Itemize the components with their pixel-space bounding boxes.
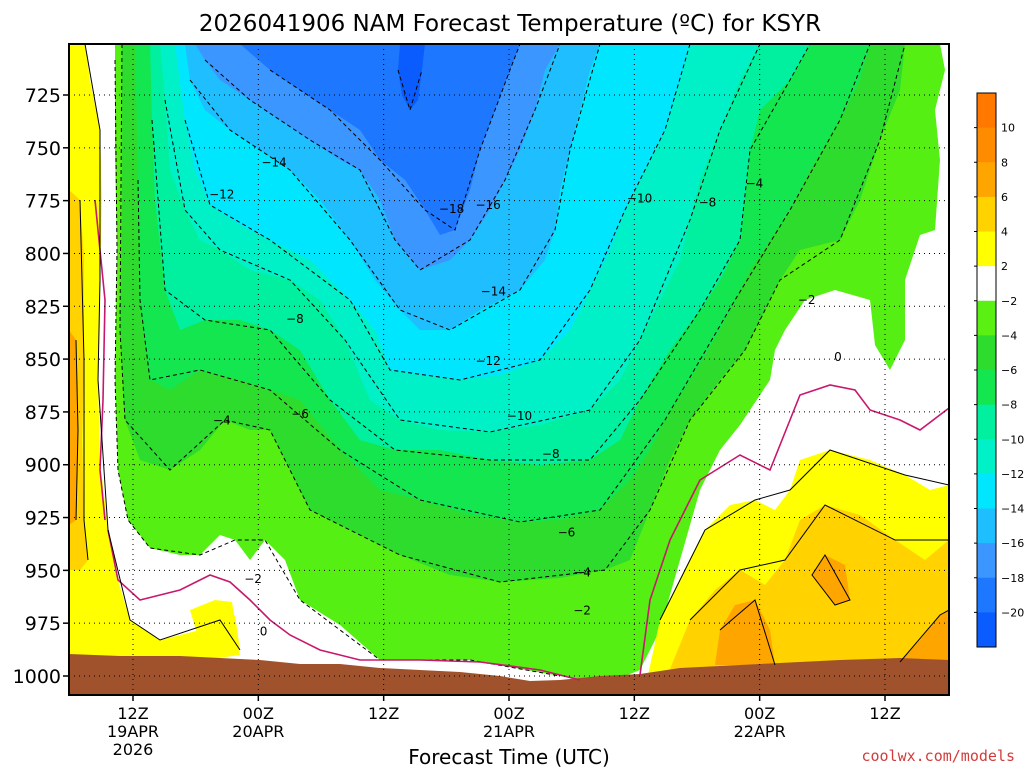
x-tick-label: 12Z — [619, 704, 650, 723]
colorbar-swatch — [977, 93, 996, 129]
contour-label: −6 — [558, 525, 576, 539]
contour-label: −4 — [573, 565, 591, 579]
contour-label: −12 — [209, 187, 234, 201]
y-tick-label: 950 — [25, 560, 61, 582]
y-tick-label: 1000 — [13, 666, 61, 688]
colorbar-swatch — [977, 439, 996, 475]
grid — [69, 44, 949, 695]
y-tick-label: 775 — [25, 191, 61, 213]
colorbar-label: 10 — [1001, 122, 1015, 135]
colorbar-label: −4 — [1001, 329, 1017, 342]
x-tick-label: 22APR — [734, 722, 786, 741]
colorbar-swatch — [977, 370, 996, 406]
band-plus6-left — [69, 330, 78, 525]
y-tick-label: 750 — [25, 138, 61, 160]
colorbar-label: 2 — [1001, 260, 1008, 273]
chart-title: 2026041906 NAM Forecast Temperature (ºC)… — [199, 11, 821, 37]
colorbar-label: −6 — [1001, 364, 1017, 377]
colorbar-swatch — [977, 335, 996, 371]
y-tick-label: 925 — [25, 508, 61, 530]
colorbar-label: −18 — [1001, 572, 1024, 585]
colorbar-swatch — [977, 577, 996, 613]
band-plus2-left — [69, 44, 240, 662]
x-tick-label: 21APR — [483, 722, 535, 741]
band-plus6-far-right — [900, 610, 949, 662]
colorbar-label: −12 — [1001, 468, 1024, 481]
contour-label: −2 — [573, 604, 591, 618]
contour-label: −4 — [213, 413, 231, 427]
x-tick-label: 20APR — [232, 722, 284, 741]
colorbar-label: −10 — [1001, 433, 1024, 446]
contour-label: −14 — [261, 156, 286, 170]
contour-label: −10 — [627, 192, 652, 206]
colorbar-swatch — [977, 162, 996, 198]
y-tick-label: 725 — [25, 85, 61, 107]
y-tick-label: 975 — [25, 613, 61, 635]
x-tick-label: 19APR — [107, 722, 159, 741]
colorbar-label: −20 — [1001, 606, 1024, 619]
contour-label: −14 — [481, 284, 506, 298]
colorbar-label: −2 — [1001, 295, 1017, 308]
y-tick-label: 850 — [25, 349, 61, 371]
x-tick-label: 00Z — [243, 704, 274, 723]
contour-label: −8 — [286, 312, 304, 326]
zero-contours — [94, 199, 949, 681]
x-tick-label: 12Z — [117, 704, 148, 723]
colorbar-swatch — [977, 543, 996, 579]
x-tick-label: 00Z — [493, 704, 524, 723]
negative-contours — [114, 44, 906, 677]
colorbar-label: 4 — [1001, 226, 1008, 239]
colorbar-swatch — [977, 231, 996, 267]
colorbar-swatch — [977, 300, 996, 336]
y-tick-label: 825 — [25, 296, 61, 318]
contour-label: −10 — [507, 409, 532, 423]
contour-label: −6 — [291, 407, 309, 421]
y-tick-label: 875 — [25, 402, 61, 424]
y-axis: 725 750 775 800 825 850 875 900 925 950 975 1000 — [13, 85, 69, 688]
colorbar-swatch — [977, 404, 996, 440]
contour-label: −8 — [542, 447, 560, 461]
x-tick-label: 12Z — [869, 704, 900, 723]
positive-contours — [75, 44, 949, 666]
colorbar-swatch — [977, 127, 996, 163]
colorbar-swatch — [977, 266, 996, 302]
contour-label: −8 — [699, 196, 717, 210]
colorbar-swatch — [977, 612, 996, 648]
x-tick-label: 00Z — [744, 704, 775, 723]
colorbar-swatch — [977, 196, 996, 232]
contour-label: 0 — [260, 625, 268, 639]
y-tick-label: 800 — [25, 243, 61, 265]
colorbar-label: −14 — [1001, 503, 1024, 516]
contour-labels: −14 −12 −18 −16 −10 −8 −4 −14 −2 −8 −12 0 −10 −6 −4 −8 −… — [209, 156, 842, 639]
colorbar-swatch — [977, 473, 996, 509]
colorbar: 10 8 6 4 2 −2 −4 −6 −8 −10 −12 −14 −16 −18 −20 — [974, 92, 1024, 648]
colorbar-label: −16 — [1001, 537, 1024, 550]
contour-label: −4 — [746, 177, 764, 191]
credit-text: coolwx.com/models — [861, 747, 1015, 765]
x-axis-label: Forecast Time (UTC) — [408, 745, 610, 768]
terrain — [69, 654, 949, 695]
contour-label: −18 — [439, 202, 464, 216]
contour-label: −16 — [475, 198, 500, 212]
colorbar-label: 6 — [1001, 191, 1008, 204]
x-tick-label: 2026 — [113, 740, 154, 759]
contour-label: −2 — [798, 293, 816, 307]
colorbar-label: −8 — [1001, 399, 1017, 412]
contour-label: 0 — [834, 350, 842, 364]
colorbar-swatch — [977, 508, 996, 544]
contour-label: −12 — [475, 354, 500, 368]
plot-area: −14 −12 −18 −16 −10 −8 −4 −14 −2 −8 −12 0 −10 −6 −4 −8 −… — [69, 44, 949, 695]
contour-label: −2 — [244, 572, 262, 586]
x-tick-label: 12Z — [368, 704, 399, 723]
colorbar-label: 8 — [1001, 156, 1008, 169]
band-plus6-mid — [812, 555, 850, 605]
y-tick-label: 900 — [25, 455, 61, 477]
band-minus18 — [240, 44, 520, 235]
band-plus2-lowleft — [190, 600, 240, 660]
